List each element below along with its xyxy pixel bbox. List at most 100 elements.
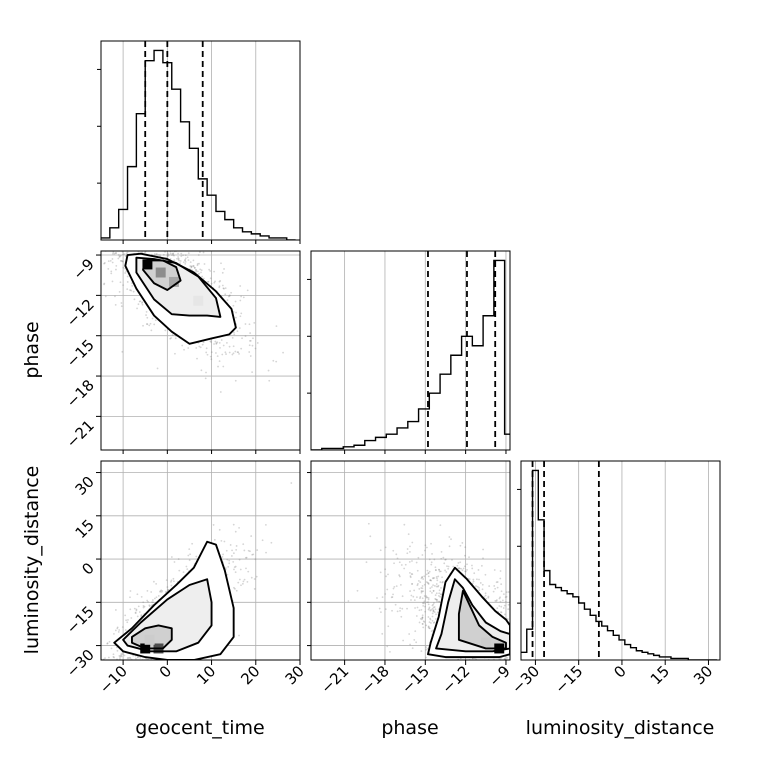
scatter-point: [447, 565, 450, 568]
scatter-point: [529, 693, 531, 695]
scatter-point: [143, 665, 145, 667]
scatter-point: [558, 668, 560, 670]
scatter-point: [410, 594, 413, 597]
scatter-point: [438, 592, 441, 595]
scatter-point: [154, 244, 156, 246]
scatter-point: [425, 624, 428, 627]
scatter-point: [473, 572, 476, 575]
scatter-point: [423, 621, 426, 623]
scatter-point: [494, 599, 497, 602]
scatter-point: [223, 287, 225, 290]
scatter-point: [439, 581, 442, 583]
scatter-point: [429, 609, 432, 612]
scatter-point: [548, 679, 550, 681]
scatter-point: [392, 593, 394, 596]
scatter-point: [99, 664, 101, 666]
scatter-point: [161, 241, 163, 243]
scatter-point: [213, 270, 216, 273]
scatter-point: [392, 549, 395, 552]
scatter-point: [132, 683, 134, 685]
scatter-point: [502, 686, 504, 688]
scatter-point: [104, 295, 107, 298]
scatter-point: [194, 245, 196, 247]
scatter-point: [499, 596, 501, 599]
scatter-point: [462, 700, 464, 702]
scatter-point: [468, 578, 471, 581]
scatter-point: [139, 234, 141, 236]
scatter-point: [470, 680, 472, 682]
scatter-point: [121, 232, 123, 234]
scatter-point: [218, 286, 221, 289]
scatter-point: [121, 237, 123, 239]
scatter-point: [512, 636, 514, 638]
scatter-point: [401, 607, 404, 610]
scatter-point: [433, 584, 436, 587]
scatter-point: [107, 656, 110, 659]
scatter-point: [462, 567, 465, 570]
scatter-point: [253, 321, 256, 324]
scatter-point: [233, 333, 236, 336]
scatter-point: [147, 235, 149, 237]
scatter-point: [228, 559, 231, 562]
scatter-point: [171, 249, 173, 251]
scatter-point: [387, 573, 389, 576]
scatter-point: [404, 563, 407, 566]
scatter-point: [438, 663, 440, 665]
scatter-point: [77, 730, 79, 732]
scatter-point: [169, 252, 172, 255]
scatter-point: [190, 266, 193, 269]
scatter-point: [98, 219, 100, 221]
scatter-point: [435, 583, 438, 585]
scatter-point: [500, 590, 503, 593]
scatter-point: [136, 615, 139, 618]
scatter-point: [97, 256, 99, 258]
scatter-point: [129, 608, 132, 611]
scatter-point: [160, 589, 163, 592]
scatter-point: [145, 678, 147, 680]
scatter-point: [130, 687, 132, 689]
scatter-point: [183, 663, 185, 665]
scatter-point: [136, 656, 139, 659]
scatter-point: [221, 271, 224, 274]
scatter-point: [525, 753, 527, 755]
scatter-point: [178, 259, 180, 262]
scatter-point: [430, 622, 432, 624]
scatter-point: [121, 260, 124, 263]
scatter-point: [468, 556, 470, 559]
scatter-point: [540, 680, 542, 682]
scatter-point: [128, 248, 130, 250]
scatter-point: [396, 610, 399, 613]
scatter-point: [236, 330, 239, 333]
scatter-point: [161, 677, 163, 679]
scatter-point: [428, 621, 431, 624]
scatter-point: [146, 589, 149, 592]
scatter-point: [119, 281, 122, 284]
scatter-point: [230, 243, 232, 245]
scatter-point: [119, 656, 121, 659]
scatter-point: [176, 257, 178, 260]
scatter-point: [249, 332, 252, 334]
scatter-point: [220, 539, 223, 542]
scatter-point: [165, 579, 168, 582]
scatter-point: [498, 605, 501, 607]
scatter-point: [251, 553, 254, 556]
scatter-point: [165, 590, 167, 593]
scatter-point: [232, 345, 235, 348]
scatter-point: [433, 577, 436, 579]
scatter-point: [246, 580, 249, 583]
scatter-point: [146, 316, 149, 319]
scatter-point: [282, 351, 284, 354]
scatter-point: [399, 584, 402, 586]
scatter-point: [173, 242, 175, 244]
scatter-point: [448, 545, 451, 548]
scatter-point: [509, 703, 511, 705]
scatter-point: [200, 269, 203, 272]
scatter-point: [111, 280, 114, 283]
scatter-point: [415, 641, 418, 644]
scatter-point: [500, 583, 503, 586]
scatter-point: [504, 600, 507, 603]
scatter-point: [103, 247, 105, 249]
scatter-point: [502, 593, 505, 596]
scatter-point: [434, 598, 437, 601]
scatter-point: [179, 234, 181, 236]
